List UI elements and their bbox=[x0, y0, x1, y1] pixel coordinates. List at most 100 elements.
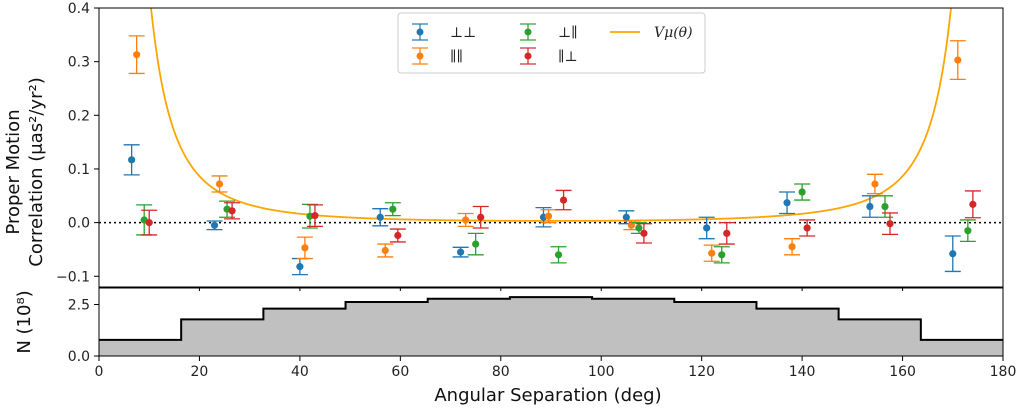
legend-label-par-par: ∥∥ bbox=[450, 49, 463, 65]
marker bbox=[145, 219, 153, 227]
marker bbox=[866, 202, 874, 211]
point-par-par bbox=[784, 238, 801, 256]
legend-entry-par-par: ∥∥ bbox=[412, 47, 463, 65]
correlation-panel: −0.1 0.0 0.1 0.2 0.3 0.4 ⊥⊥ ∥∥ bbox=[3, 1, 1004, 291]
point-par-par bbox=[457, 212, 474, 228]
marker bbox=[871, 180, 879, 188]
top-y-tick-label: 0.1 bbox=[68, 162, 90, 178]
marker bbox=[559, 196, 568, 204]
point-perp-par bbox=[959, 219, 976, 243]
marker bbox=[708, 249, 716, 257]
bottom-y-axis-label: N (10⁸) bbox=[14, 290, 35, 353]
point-par-perp bbox=[799, 219, 816, 237]
point-par-perp bbox=[555, 189, 572, 211]
marker bbox=[954, 56, 962, 64]
marker bbox=[969, 200, 977, 208]
bottom-plot-frame bbox=[98, 287, 1004, 357]
top-plot-frame bbox=[98, 7, 1004, 288]
marker bbox=[457, 248, 465, 256]
x-tick-label: 140 bbox=[789, 364, 816, 380]
legend-entry-perp-perp: ⊥⊥ bbox=[412, 23, 476, 41]
point-perp-perp bbox=[206, 220, 223, 231]
point-par-perp bbox=[389, 228, 406, 243]
point-perp-perp bbox=[452, 246, 469, 258]
point-perp-par bbox=[550, 246, 567, 264]
pair-count-panel: 0.02.5 0 20 40 60 80 100 120 140 160 180 N (10⁸) … bbox=[14, 287, 1016, 406]
marker bbox=[228, 207, 236, 215]
marker bbox=[798, 188, 806, 196]
point-perp-par bbox=[876, 195, 893, 218]
legend-marker-par-perp bbox=[524, 52, 532, 60]
x-tick-label: 80 bbox=[492, 364, 510, 380]
legend-entry-perp-par: ⊥∥ bbox=[520, 23, 578, 41]
point-perp-par bbox=[630, 221, 647, 234]
point-perp-perp bbox=[944, 235, 961, 273]
point-par-perp bbox=[882, 212, 898, 236]
x-tick-label: 180 bbox=[990, 364, 1016, 380]
legend-label-par-perp: ∥⊥ bbox=[558, 49, 578, 65]
pair-count-histogram-step bbox=[99, 296, 1003, 341]
legend-marker-perp-par bbox=[524, 28, 532, 36]
point-perp-perp bbox=[291, 257, 308, 276]
top-y-axis-label-line1: Proper Motion bbox=[3, 109, 24, 234]
marker bbox=[477, 213, 485, 221]
marker bbox=[964, 227, 972, 235]
top-y-tick-label: 0.0 bbox=[68, 216, 90, 232]
marker bbox=[128, 156, 136, 164]
marker bbox=[389, 205, 397, 213]
point-par-perp bbox=[224, 202, 241, 220]
marker bbox=[635, 224, 643, 232]
point-par-perp bbox=[964, 190, 981, 219]
point-par-perp bbox=[472, 205, 489, 229]
marker bbox=[462, 216, 470, 224]
theory-curve bbox=[150, 8, 952, 222]
marker bbox=[803, 224, 811, 232]
x-tick-label: 160 bbox=[889, 364, 916, 380]
top-y-tick-label: 0.3 bbox=[68, 55, 90, 71]
point-par-perp bbox=[635, 223, 652, 244]
legend-entry-par-perp: ∥⊥ bbox=[520, 47, 578, 65]
legend-label-theory-curve: Vμ(θ) bbox=[654, 25, 693, 41]
top-y-tick-label: 0.4 bbox=[68, 1, 90, 17]
data-points bbox=[123, 35, 981, 276]
x-tick-label: 20 bbox=[191, 364, 209, 380]
point-par-par bbox=[949, 40, 966, 81]
marker bbox=[472, 240, 480, 248]
x-tick-label: 60 bbox=[391, 364, 409, 380]
pair-count-histogram-fill bbox=[99, 297, 1003, 356]
legend-label-perp-perp: ⊥⊥ bbox=[450, 25, 476, 41]
marker bbox=[376, 213, 384, 221]
point-perp-par bbox=[794, 183, 811, 201]
point-par-perp bbox=[306, 204, 323, 228]
point-perp-perp bbox=[372, 208, 389, 227]
x-tick-label: 100 bbox=[588, 364, 615, 380]
marker bbox=[723, 229, 731, 237]
marker bbox=[640, 229, 648, 237]
bottom-y-tick-label: 2.5 bbox=[68, 297, 90, 313]
point-par-par bbox=[296, 236, 313, 260]
marker bbox=[703, 224, 711, 232]
point-par-perp bbox=[141, 209, 158, 236]
x-tick-label: 120 bbox=[688, 364, 715, 380]
x-axis-label: Angular Separation (deg) bbox=[434, 385, 661, 406]
marker bbox=[544, 212, 553, 220]
bottom-y-tick-label: 0.0 bbox=[68, 349, 90, 365]
point-perp-perp bbox=[779, 191, 796, 215]
point-par-par bbox=[866, 173, 883, 195]
marker bbox=[718, 251, 726, 259]
point-par-par bbox=[128, 35, 145, 75]
legend-marker-perp-perp bbox=[416, 28, 424, 36]
point-par-perp bbox=[718, 221, 735, 245]
marker bbox=[215, 180, 224, 188]
x-tick-label: 0 bbox=[95, 364, 104, 380]
marker bbox=[210, 221, 219, 229]
legend-box bbox=[397, 12, 706, 74]
top-y-ticks: −0.1 0.0 0.1 0.2 0.3 0.4 bbox=[56, 1, 99, 285]
marker bbox=[311, 212, 319, 220]
legend: ⊥⊥ ∥∥ ⊥∥ ∥⊥ bbox=[397, 12, 706, 74]
bottom-x-ticks: 0 20 40 60 80 100 120 140 160 180 bbox=[95, 356, 1016, 380]
point-perp-par bbox=[467, 232, 484, 256]
point-perp-par bbox=[384, 202, 401, 217]
marker bbox=[133, 51, 141, 59]
